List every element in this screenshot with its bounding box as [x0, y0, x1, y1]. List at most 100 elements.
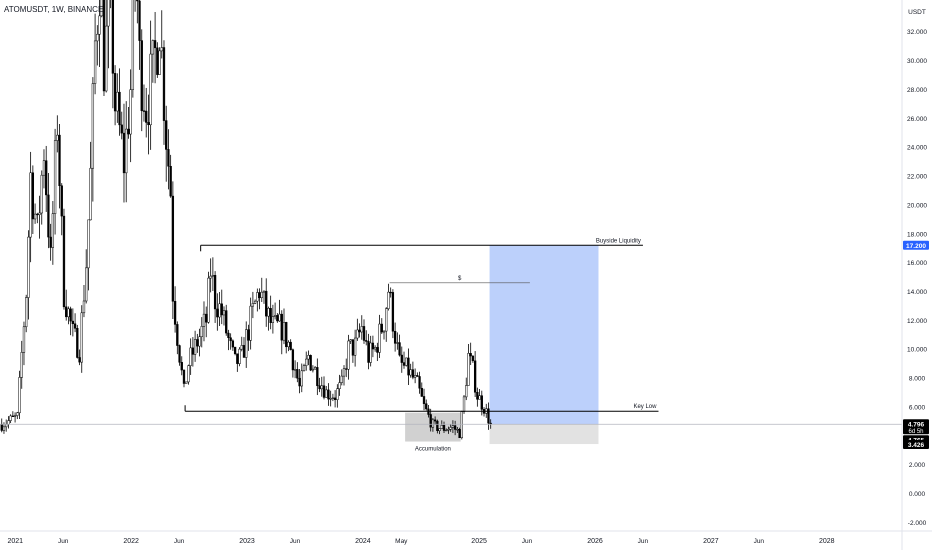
y-tick-label: 2.000 — [909, 462, 926, 469]
candle-body-100 — [222, 310, 226, 316]
candle-body-203 — [451, 425, 455, 428]
accumulation-label: Accumulation — [415, 447, 451, 453]
candle-body-144 — [320, 385, 323, 390]
candle-body-187 — [416, 375, 419, 377]
candle-body-143 — [318, 385, 321, 390]
candle-body-11 — [25, 297, 28, 328]
candle-body-78 — [173, 301, 177, 325]
candle-body-22 — [49, 236, 52, 248]
candle-body-147 — [327, 389, 330, 400]
candle-body-146 — [325, 389, 328, 398]
candle-body-196 — [436, 420, 439, 431]
candle-body-123 — [273, 315, 277, 317]
candle-body-108 — [240, 345, 243, 350]
candle-body-89 — [198, 336, 201, 347]
annotation-layer: Buyside Liquidity Key Low $ Accumulation — [0, 238, 902, 453]
candle-body-59 — [131, 0, 135, 90]
candle-body-122 — [271, 316, 275, 323]
candle-body-131 — [291, 349, 295, 371]
candle-body-52 — [116, 91, 119, 112]
candle-body-179 — [398, 342, 401, 356]
candle-body-109 — [242, 345, 246, 358]
candle-body-115 — [256, 292, 259, 302]
candle-body-23 — [51, 213, 55, 248]
candle-body-185 — [411, 369, 415, 378]
candle-body-15 — [33, 213, 37, 220]
candle-body-127 — [282, 322, 286, 341]
price-label-box — [903, 419, 929, 435]
candle-body-68 — [151, 40, 155, 55]
y-tick-label: 18.000 — [907, 231, 927, 238]
candle-body-61 — [136, 0, 139, 2]
candle-body-58 — [129, 89, 132, 135]
candle-body-162 — [360, 326, 363, 333]
candle-body-111 — [247, 329, 250, 341]
y-tick-label: 10.000 — [907, 347, 927, 354]
y-tick-label: 12.000 — [907, 318, 927, 325]
candle-body-5 — [11, 415, 15, 417]
candle-body-153 — [340, 375, 343, 383]
candle-body-202 — [449, 427, 452, 430]
candle-body-96 — [213, 275, 217, 310]
y-tick-label: 30.000 — [907, 58, 927, 65]
candle-body-195 — [433, 419, 437, 422]
candle-body-207 — [460, 411, 463, 439]
y-tick-label: 22.000 — [907, 174, 927, 181]
candle-body-77 — [171, 195, 175, 302]
candle-body-181 — [402, 362, 406, 366]
zones-layer — [405, 245, 599, 445]
y-tick-label: 8.000 — [909, 376, 926, 383]
price-label-box — [903, 240, 929, 250]
x-tick-label: Jun — [638, 538, 649, 545]
candle-body-212 — [471, 355, 475, 362]
candle-body-28 — [62, 215, 66, 308]
x-tick-label: 2021 — [7, 538, 23, 545]
candle-body-36 — [80, 312, 83, 363]
candles-layer — [0, 0, 492, 440]
y-tick-label: 6.000 — [909, 404, 926, 411]
candle-body-114 — [253, 300, 257, 304]
candle-body-155 — [345, 368, 348, 370]
x-tick-label: Jun — [522, 538, 533, 545]
candle-body-10 — [22, 326, 26, 353]
candle-body-120 — [267, 308, 270, 317]
x-tick-label: 2028 — [819, 538, 835, 545]
candle-body-191 — [425, 403, 428, 410]
stop-zone — [489, 424, 599, 445]
candle-body-27 — [60, 185, 63, 217]
candle-body-63 — [140, 40, 143, 111]
candle-body-50 — [111, 0, 115, 74]
candle-body-183 — [407, 357, 410, 376]
candle-body-21 — [47, 194, 50, 238]
candle-body-56 — [125, 128, 128, 174]
candle-body-42 — [93, 40, 97, 84]
candle-body-186 — [413, 375, 417, 378]
candle-body-210 — [467, 353, 470, 386]
candle-body-70 — [156, 47, 159, 75]
candle-body-64 — [142, 110, 146, 112]
target-zone — [489, 245, 599, 425]
candle-body-116 — [258, 292, 261, 299]
candle-body-132 — [293, 369, 297, 371]
candle-body-150 — [333, 397, 337, 400]
candle-body-93 — [207, 277, 210, 323]
candle-body-119 — [265, 290, 268, 317]
candle-body-208 — [462, 396, 466, 412]
candle-body-71 — [158, 50, 161, 75]
candle-body-152 — [338, 382, 341, 389]
candle-body-163 — [362, 326, 366, 341]
candle-body-110 — [245, 329, 248, 358]
y-tick-label: 0.000 — [909, 491, 926, 498]
candle-body-31 — [69, 308, 72, 322]
level-label: Key Low — [633, 404, 657, 410]
candle-body-138 — [307, 355, 310, 360]
candle-body-189 — [420, 387, 423, 397]
candle-body-35 — [78, 357, 81, 363]
candle-body-67 — [149, 53, 152, 126]
y-tick-label: 16.000 — [907, 260, 927, 267]
candle-body-136 — [302, 365, 306, 372]
y-tick-label: 20.000 — [907, 202, 927, 209]
candle-body-82 — [182, 369, 186, 384]
candle-body-164 — [365, 340, 368, 342]
